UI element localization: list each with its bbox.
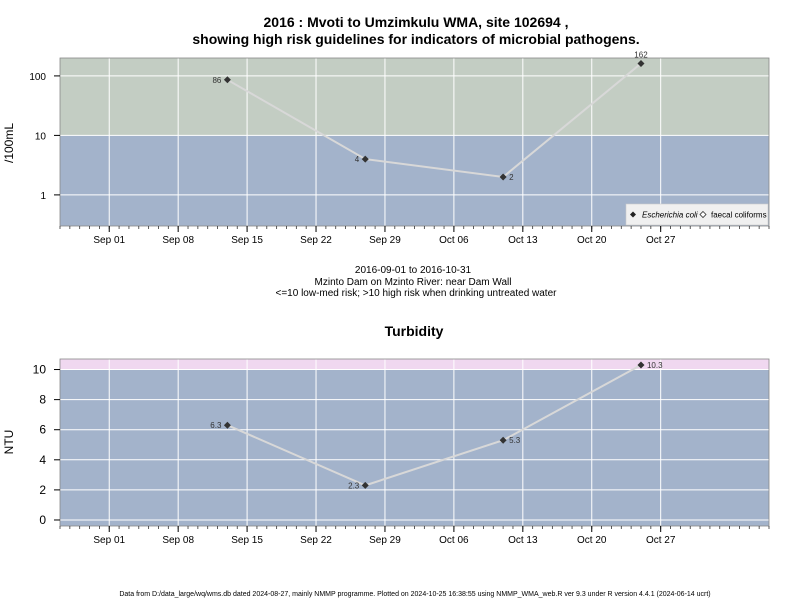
site-caption: Mzinto Dam on Mzinto River: near Dam Wal…: [315, 277, 512, 288]
turbidity-data-label-0: 6.3: [210, 421, 222, 430]
turbidity-risk-band-0: [60, 369, 769, 526]
microbial-y-tick-label-0: 1: [40, 191, 46, 202]
microbial-y-tick-label-2: 100: [29, 72, 46, 83]
chart-title-line-1: 2016 : Mvoti to Umzimkulu WMA, site 1026…: [264, 14, 569, 30]
turbidity-x-tick-label-7: Oct 20: [577, 535, 607, 546]
turbidity-y-tick-label-1: 2: [39, 483, 46, 497]
legend-label-e-coli: Escherichia coli: [642, 211, 698, 220]
legend-marker-faecal-coliforms: [699, 210, 707, 219]
microbial-data-point-0: [223, 76, 231, 84]
turbidity-x-tick-label-5: Oct 06: [439, 535, 469, 546]
microbial-y-tick-label-1: 10: [35, 131, 47, 142]
microbial-series-line-0: [226, 62, 642, 179]
microbial-x-tick-label-6: Oct 13: [508, 235, 538, 246]
turbidity-chart-title: Turbidity: [385, 323, 444, 339]
microbial-data-label-2: 2: [509, 173, 514, 182]
microbial-x-tick-label-1: Sep 08: [162, 235, 194, 246]
turbidity-x-tick-label-8: Oct 27: [646, 535, 676, 546]
turbidity-y-axis-label: NTU: [2, 430, 16, 455]
turbidity-y-tick-label-2: 4: [39, 453, 46, 467]
microbial-x-tick-label-4: Sep 29: [369, 235, 401, 246]
turbidity-data-label-3: 10.3: [647, 361, 663, 370]
microbial-x-tick-label-5: Oct 06: [439, 235, 469, 246]
turbidity-y-tick-label-0: 0: [39, 513, 46, 527]
microbial-chart-panel: Sep 01 Sep 08 Sep 15 Sep 22 Sep 29 Oct 06 Oct …: [29, 50, 770, 246]
turbidity-y-tick-label-5: 10: [33, 363, 47, 377]
microbial-data-label-0: 86: [212, 76, 221, 85]
turbidity-data-label-1: 2.3: [348, 481, 360, 490]
turbidity-chart-panel: Sep 01 Sep 08 Sep 15 Sep 22 Sep 29 Oct 06 Oct …: [33, 358, 770, 546]
turbidity-x-tick-label-1: Sep 08: [162, 535, 194, 546]
microbial-risk-band-1: [60, 58, 769, 136]
data-source-footer: Data from D:/data_large/wq/wms.db dated …: [119, 591, 710, 598]
date-range-caption: 2016-09-01 to 2016-10-31: [355, 265, 472, 276]
turbidity-x-tick-label-6: Oct 13: [508, 535, 538, 546]
microbial-y-axis-label: /100mL: [2, 123, 16, 163]
microbial-x-tick-label-2: Sep 15: [231, 235, 263, 246]
turbidity-risk-band-1: [60, 359, 769, 370]
turbidity-data-point-3: [637, 361, 645, 369]
microbial-x-tick-label-8: Oct 27: [646, 235, 676, 246]
microbial-data-label-3: 162: [634, 50, 648, 59]
microbial-data-label-1: 4: [355, 155, 360, 164]
turbidity-series-line-0: [227, 364, 642, 487]
microbial-x-tick-label-7: Oct 20: [577, 235, 607, 246]
turbidity-y-tick-label-4: 8: [39, 393, 46, 407]
turbidity-x-tick-label-0: Sep 01: [93, 535, 125, 546]
turbidity-x-tick-label-4: Sep 29: [369, 535, 401, 546]
risk-caption: <=10 low-med risk; >10 high risk when dr…: [276, 288, 558, 299]
turbidity-data-label-2: 5.3: [509, 436, 521, 445]
turbidity-y-tick-label-3: 6: [39, 423, 46, 437]
turbidity-data-point-2: [499, 436, 507, 444]
microbial-x-tick-label-0: Sep 01: [93, 235, 125, 246]
microbial-legend: Escherichia coli faecal coliforms: [625, 203, 769, 226]
chart-title-line-2: showing high risk guidelines for indicat…: [192, 31, 639, 47]
microbial-data-point-3: [637, 59, 645, 67]
legend-marker-e-coli: [630, 211, 636, 218]
microbial-legend-box: [625, 203, 769, 226]
turbidity-x-tick-label-3: Sep 22: [300, 535, 332, 546]
turbidity-data-point-1: [361, 481, 369, 489]
microbial-data-point-1: [361, 155, 369, 163]
turbidity-data-point-0: [223, 421, 231, 429]
microbial-x-tick-label-3: Sep 22: [300, 235, 332, 246]
legend-label-faecal-coliforms: faecal coliforms: [711, 211, 767, 220]
turbidity-x-tick-label-2: Sep 15: [231, 535, 263, 546]
microbial-data-point-2: [499, 173, 507, 181]
